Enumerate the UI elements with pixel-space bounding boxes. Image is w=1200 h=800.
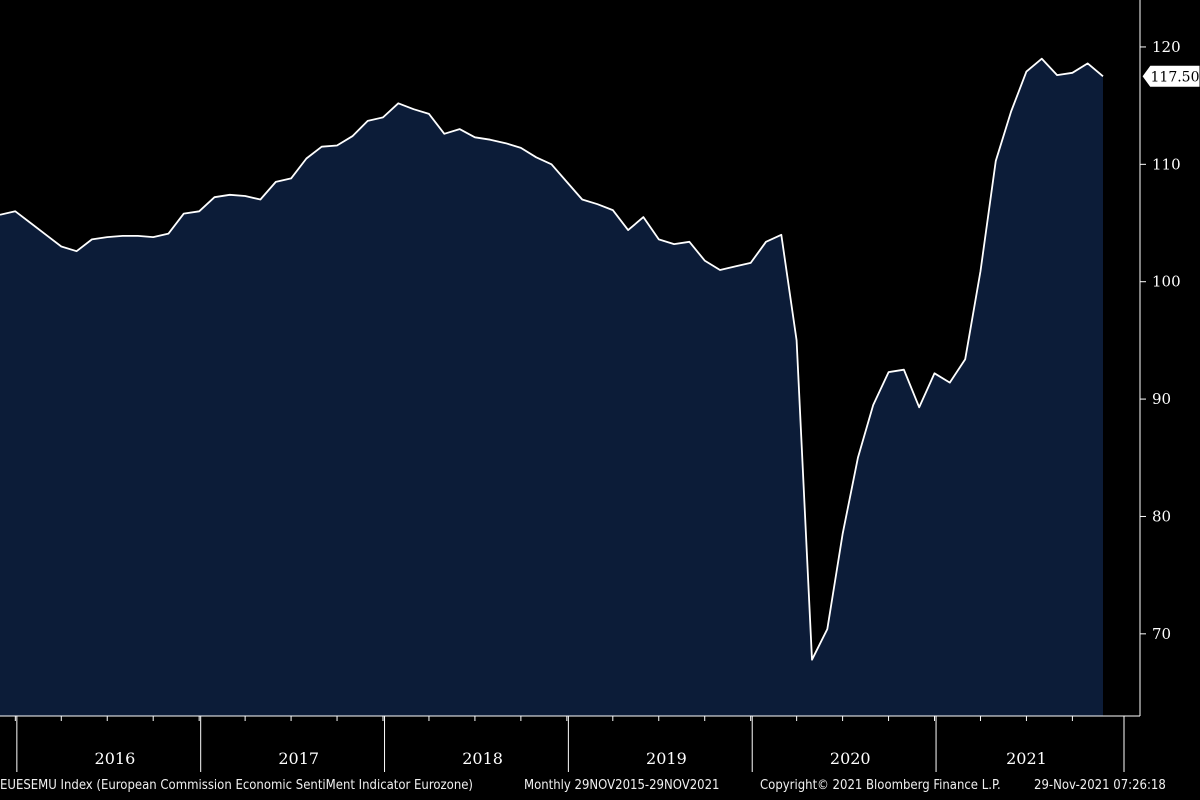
axis-layer	[0, 0, 1146, 772]
x-year-label: 2019	[646, 749, 687, 768]
x-year-label: 2020	[830, 749, 871, 768]
footer-copyright: Copyright© 2021 Bloomberg Finance L.P.	[760, 778, 1001, 793]
footer-ticker-description: EUESEMU Index (European Commission Econo…	[0, 778, 473, 793]
y-tick-label: 70	[1152, 625, 1171, 643]
last-value-label: 117.50	[1151, 69, 1200, 85]
x-year-label: 2021	[1006, 749, 1047, 768]
footer: EUESEMU Index (European Commission Econo…	[0, 776, 1200, 800]
y-tick-label: 100	[1152, 273, 1181, 291]
last-value-callout	[1141, 64, 1200, 88]
footer-date-range: Monthly 29NOV2015-29NOV2021	[524, 778, 720, 793]
y-tick-label: 90	[1152, 390, 1171, 408]
area-fill	[0, 58, 1103, 716]
x-year-label: 2017	[278, 749, 319, 768]
area-layer	[0, 57, 1104, 716]
y-tick-label: 80	[1152, 507, 1171, 525]
label-layer: 70 80 90 100 110 120 2016 2017 2018 2019 2020 2021 1…	[95, 38, 1200, 768]
series-line	[0, 57, 1104, 661]
y-tick-label: 110	[1152, 155, 1181, 173]
x-year-label: 2018	[462, 749, 503, 768]
footer-timestamp: 29-Nov-2021 07:26:18	[1034, 778, 1166, 793]
y-tick-label: 120	[1152, 38, 1181, 56]
x-year-label: 2016	[95, 749, 136, 768]
